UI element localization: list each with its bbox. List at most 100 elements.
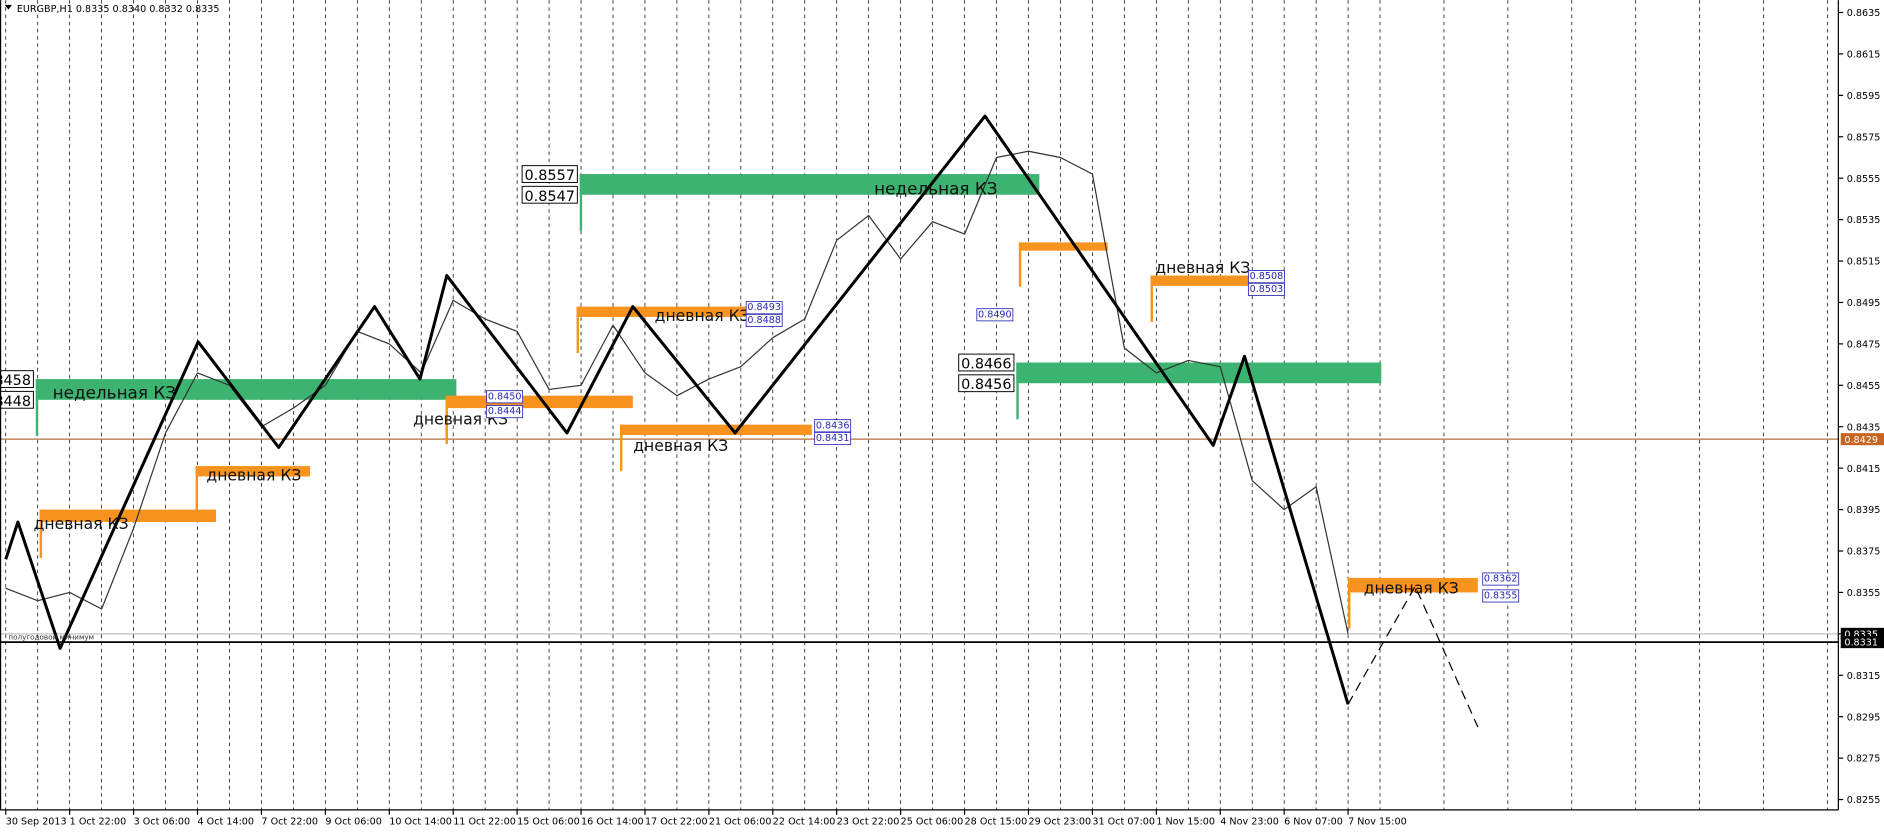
zone-value-label: 0.8547 xyxy=(525,189,575,205)
zone-value-label: 0.8503 xyxy=(1250,284,1284,295)
y-tick-label: 0.8575 xyxy=(1847,132,1881,143)
zone xyxy=(1016,362,1382,384)
zone-value-box xyxy=(0,390,34,409)
x-tick-label: 3 Oct 06:00 xyxy=(134,816,191,827)
zone-value-label: 0.8456 xyxy=(961,377,1011,393)
y-tick-label: 0.8375 xyxy=(1847,547,1881,558)
zone-value-box xyxy=(745,313,783,327)
y-tick-label: 0.8275 xyxy=(1847,754,1881,765)
zone-value-box xyxy=(486,390,524,404)
level-box xyxy=(1840,636,1884,649)
zone xyxy=(576,306,781,317)
y-tick-label: 0.8355 xyxy=(1847,588,1881,599)
zone-value-box xyxy=(814,419,852,433)
x-tick-label: 16 Oct 14:00 xyxy=(581,816,644,827)
zone-value-box xyxy=(1247,282,1285,296)
x-tick-label: 4 Oct 14:00 xyxy=(198,816,255,827)
zone-value-box xyxy=(745,301,783,315)
zone-value-box xyxy=(486,405,524,419)
chart-title: EURGBP,H1 0.8335 0.8340 0.8332 0.8335 xyxy=(17,4,220,15)
y-tick-label: 0.8535 xyxy=(1847,215,1881,226)
zone xyxy=(1348,577,1478,593)
zone-value-label: 0.8493 xyxy=(747,302,781,313)
zone xyxy=(1018,242,1108,251)
y-tick-label: 0.8615 xyxy=(1847,50,1881,61)
zone-label: дневная КЗ xyxy=(1155,259,1250,277)
zone-value-label: 0.8355 xyxy=(1484,590,1518,601)
zone-label: дневная КЗ xyxy=(34,515,129,533)
level-box xyxy=(1840,433,1884,446)
y-tick-label: 0.8315 xyxy=(1847,671,1881,682)
zone-value-box xyxy=(814,432,852,446)
zone-value-label: 0.8557 xyxy=(525,168,575,184)
zone-value-label: 0.8508 xyxy=(1250,271,1284,282)
y-tick-label: 0.8495 xyxy=(1847,298,1881,309)
zone-label: дневная КЗ xyxy=(1364,580,1459,598)
x-tick-label: 29 Oct 23:00 xyxy=(1028,816,1091,827)
x-tick-label: 6 Nov 07:00 xyxy=(1284,816,1343,827)
y-tick-label: 0.8415 xyxy=(1847,464,1881,475)
zone xyxy=(39,509,217,523)
level-label: 0.8335 xyxy=(1844,629,1878,640)
x-tick-label: 7 Oct 22:00 xyxy=(261,816,318,827)
zone-value-box xyxy=(521,165,578,183)
zone-label: недельная КЗ xyxy=(874,178,997,198)
y-tick-label: 0.8515 xyxy=(1847,257,1881,268)
annotation: полугодовой минимум xyxy=(8,632,94,641)
levels xyxy=(0,438,1839,644)
zone-value-box xyxy=(521,185,578,204)
zone-label: дневная КЗ xyxy=(413,411,508,429)
x-tick-label: 31 Oct 07:00 xyxy=(1092,816,1155,827)
zone-value-box xyxy=(1247,270,1285,284)
zone-value-box xyxy=(1482,572,1520,586)
zone xyxy=(579,174,1040,195)
x-tick-label: 7 Nov 15:00 xyxy=(1348,816,1407,827)
y-tick-label: 0.8635 xyxy=(1847,8,1881,19)
zone-label: дневная КЗ xyxy=(633,437,728,455)
x-tick-label: 25 Oct 06:00 xyxy=(901,816,964,827)
lines xyxy=(4,114,1479,728)
y-tick-label: 0.8595 xyxy=(1847,91,1881,102)
x-tick-label: 21 Oct 06:00 xyxy=(709,816,772,827)
zone xyxy=(620,424,812,436)
zone xyxy=(195,466,311,477)
x-tick-label: 9 Oct 06:00 xyxy=(325,816,382,827)
zone-value-box xyxy=(1482,589,1520,603)
zone-value-label: 0.8444 xyxy=(488,406,522,417)
zone-value-label: 0.8431 xyxy=(816,433,850,444)
zone xyxy=(1150,275,1249,286)
zone xyxy=(35,379,457,400)
annotation: 0.8490 xyxy=(978,309,1012,320)
y-tick-label: 0.8455 xyxy=(1847,381,1881,392)
x-tick-label: 17 Oct 22:00 xyxy=(645,816,708,827)
zone-label: дневная КЗ xyxy=(655,307,750,325)
x-tick-label: 15 Oct 06:00 xyxy=(517,816,580,827)
zone-value-label: 0.8488 xyxy=(747,315,781,326)
x-tick-label: 22 Oct 14:00 xyxy=(773,816,836,827)
y-tick-label: 0.8395 xyxy=(1847,505,1881,516)
zone-value-box xyxy=(958,353,1015,372)
y-tick-label: 0.8435 xyxy=(1847,422,1881,433)
zone-value-label: 0.8450 xyxy=(488,391,522,402)
zone-value-label: 0.8466 xyxy=(961,357,1011,373)
y-tick-label: 0.8475 xyxy=(1847,339,1881,350)
x-tick-label: 1 Nov 15:00 xyxy=(1156,816,1215,827)
y-tick-label: 0.8295 xyxy=(1847,712,1881,723)
level-label: 0.8429 xyxy=(1844,435,1878,446)
zone-label: недельная КЗ xyxy=(53,382,176,402)
series-line xyxy=(4,114,1350,705)
x-tick-label: 1 Oct 22:00 xyxy=(70,816,127,827)
x-tick-label: 30 Sep 2013 xyxy=(6,816,67,827)
zone-label: дневная КЗ xyxy=(206,467,301,485)
x-tick-label: 11 Oct 22:00 xyxy=(453,816,516,827)
annotation-box xyxy=(976,308,1014,322)
menu-arrow[interactable] xyxy=(4,4,13,10)
x-tick-label: 23 Oct 22:00 xyxy=(837,816,900,827)
level-label: 0.8331 xyxy=(1844,638,1878,649)
zone-value-box xyxy=(958,374,1015,393)
x-tick-label: 28 Oct 15:00 xyxy=(965,816,1028,827)
